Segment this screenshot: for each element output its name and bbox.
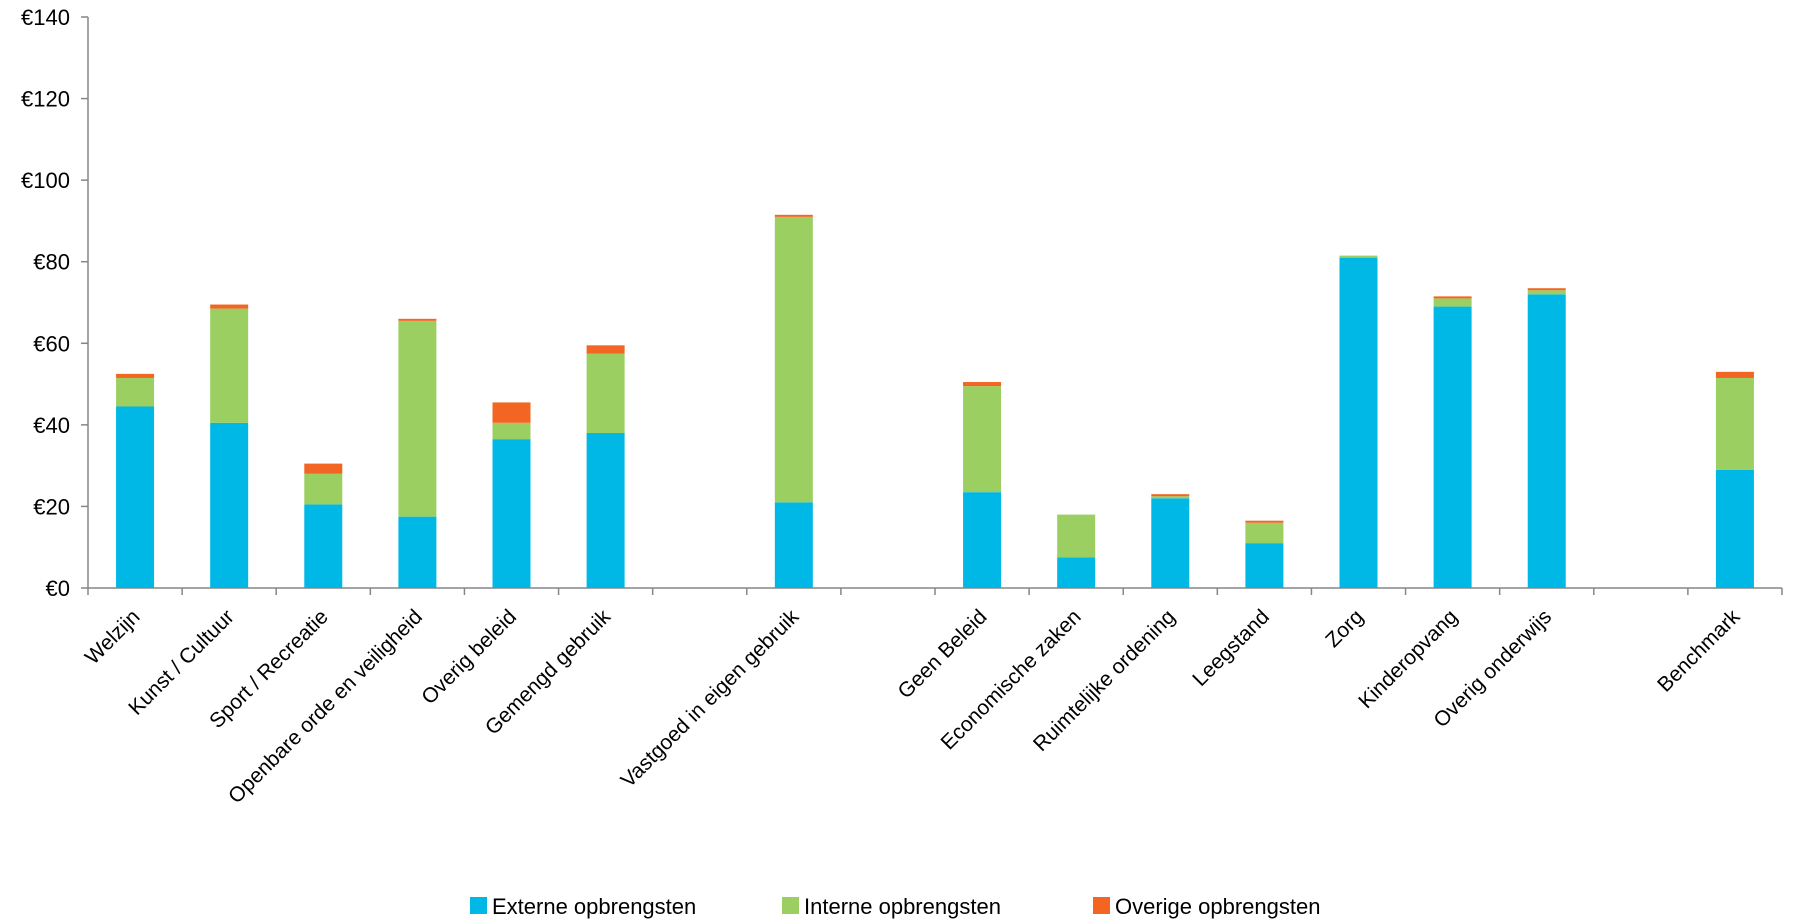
bar-segment-1-cat-14 xyxy=(1339,257,1378,588)
bar-segment-1-cat-1 xyxy=(116,406,155,588)
bar-segment-2-cat-16 xyxy=(1527,290,1566,295)
x-category-label: Overig beleid xyxy=(417,605,521,709)
x-category-label: Zorg xyxy=(1321,605,1368,652)
bar-segment-2-cat-12 xyxy=(1151,496,1190,499)
bars-layer xyxy=(116,214,1754,589)
x-category-label: Kinderopvang xyxy=(1354,605,1462,713)
y-tick-label: €80 xyxy=(33,250,70,275)
y-tick-label: €120 xyxy=(21,87,70,112)
legend-swatch-3 xyxy=(1093,897,1110,914)
x-category-label: Welzijn xyxy=(81,605,145,669)
bar-segment-3-cat-4 xyxy=(398,318,437,321)
bar-segment-1-cat-5 xyxy=(492,439,531,588)
legend-label-2: Interne opbrengsten xyxy=(804,894,1001,919)
bar-segment-1-cat-18 xyxy=(1715,469,1754,588)
y-tick-labels: €0 €20 €40 €60 €80 €100 €120 €140 xyxy=(21,5,70,601)
bar-segment-1-cat-6 xyxy=(586,433,625,588)
bar-segment-1-cat-3 xyxy=(304,504,343,588)
y-tick-label: €100 xyxy=(21,168,70,193)
bar-segment-3-cat-5 xyxy=(492,402,531,423)
bar-segment-3-cat-1 xyxy=(116,373,155,378)
bar-segment-2-cat-15 xyxy=(1433,298,1472,307)
bar-segment-2-cat-14 xyxy=(1339,255,1378,258)
legend-swatch-1 xyxy=(470,897,487,914)
y-tick-label: €60 xyxy=(33,331,70,356)
bar-segment-1-cat-12 xyxy=(1151,498,1190,588)
bar-segment-3-cat-2 xyxy=(210,304,249,309)
bar-segment-3-cat-10 xyxy=(963,382,1002,387)
bar-segment-3-cat-15 xyxy=(1433,296,1472,299)
y-tick-label: €20 xyxy=(33,494,70,519)
bar-segment-1-cat-13 xyxy=(1245,543,1284,588)
bar-segment-1-cat-8 xyxy=(774,502,813,588)
bar-segment-2-cat-11 xyxy=(1057,514,1096,558)
bar-segment-3-cat-16 xyxy=(1527,288,1566,291)
bar-segment-2-cat-10 xyxy=(963,386,1002,493)
bar-segment-3-cat-3 xyxy=(304,463,343,474)
bar-segment-3-cat-8 xyxy=(774,214,813,217)
axes-layer xyxy=(81,16,1783,595)
legend-label-3: Overige opbrengsten xyxy=(1115,894,1320,919)
bar-segment-3-cat-18 xyxy=(1715,371,1754,378)
bar-segment-2-cat-4 xyxy=(398,320,437,517)
bar-segment-2-cat-13 xyxy=(1245,522,1284,544)
x-category-label: Benchmark xyxy=(1653,605,1745,697)
bar-segment-2-cat-2 xyxy=(210,308,249,423)
bar-segment-1-cat-2 xyxy=(210,422,249,588)
x-category-label: Vastgoed in eigen gebruik xyxy=(616,605,803,792)
bar-segment-3-cat-6 xyxy=(586,345,625,354)
bar-segment-2-cat-1 xyxy=(116,377,155,407)
bar-segment-1-cat-11 xyxy=(1057,557,1096,588)
bar-segment-1-cat-16 xyxy=(1527,294,1566,588)
bar-segment-2-cat-3 xyxy=(304,473,343,505)
bar-segment-1-cat-10 xyxy=(963,492,1002,588)
x-category-label: Geen Beleid xyxy=(894,605,992,703)
bar-segment-3-cat-13 xyxy=(1245,520,1284,523)
bar-segment-3-cat-12 xyxy=(1151,494,1190,497)
x-category-label: Leegstand xyxy=(1188,605,1274,691)
bar-segment-2-cat-5 xyxy=(492,422,531,440)
y-tick-label: €40 xyxy=(33,413,70,438)
bar-segment-2-cat-6 xyxy=(586,353,625,434)
legend-label-1: Externe opbrengsten xyxy=(492,894,696,919)
y-tick-label: €140 xyxy=(21,5,70,30)
bar-segment-1-cat-4 xyxy=(398,516,437,589)
bar-segment-1-cat-15 xyxy=(1433,306,1472,588)
x-category-label: Openbare orde en veiligheid xyxy=(224,605,427,808)
bar-segment-2-cat-8 xyxy=(774,216,813,503)
legend: Externe opbrengsten Interne opbrengsten Ov… xyxy=(470,894,1320,919)
legend-swatch-2 xyxy=(782,897,799,914)
y-tick-label: €0 xyxy=(46,576,70,601)
bar-segment-2-cat-18 xyxy=(1715,377,1754,470)
